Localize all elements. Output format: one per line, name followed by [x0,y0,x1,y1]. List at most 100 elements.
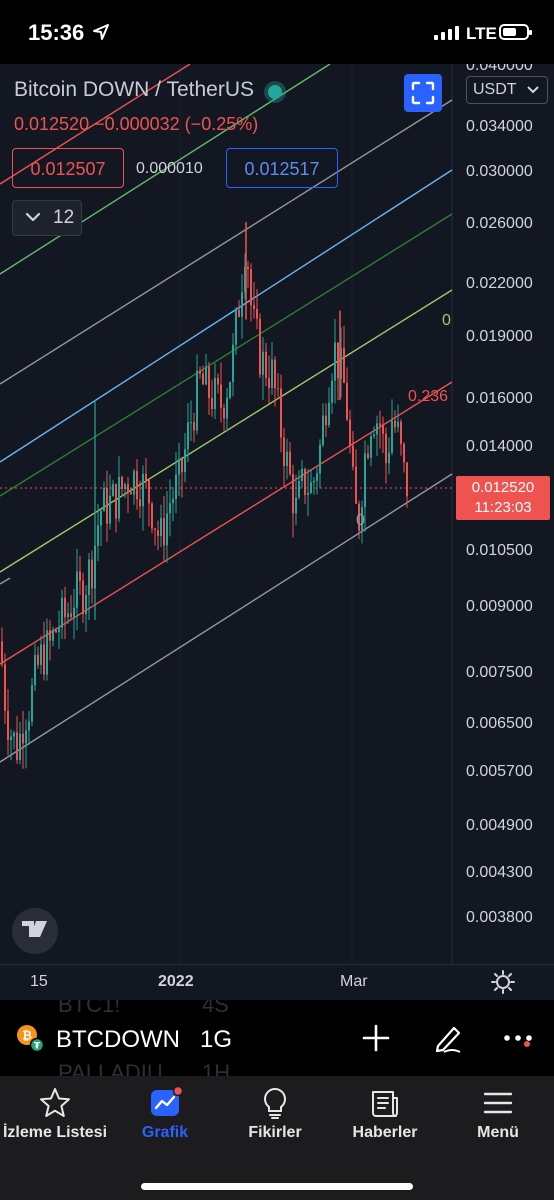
add-plus-icon[interactable] [360,1022,392,1054]
sell-price-button[interactable]: 0.012507 [12,148,124,188]
symbol-selector[interactable]: BTCDOWN [56,1026,178,1053]
price-axis-label: 0.022000 [466,275,533,293]
tab-label: Grafik [141,1124,189,1141]
candle-body [241,292,243,317]
candle-body [373,434,375,437]
candle-body [277,388,279,390]
candle-body [304,468,306,495]
candle-body [388,452,390,464]
candle-body [106,488,108,524]
currency-select[interactable]: USDT [466,76,548,104]
price-axis-label: 0.019000 [466,328,533,346]
candle-body [262,351,264,375]
fullscreen-button[interactable] [404,74,442,112]
chart-legend: Bitcoin DOWN / TetherUS [14,78,283,102]
candle-body [28,721,30,731]
candle-body [124,484,126,489]
spread-value: 0.000010 [136,160,203,177]
candle-body [37,654,39,665]
candle-body [334,342,336,381]
candle-body [52,630,54,641]
candle-body [331,380,333,403]
svg-text:₮: ₮ [34,1042,41,1052]
chart-settings-icon[interactable] [490,969,516,995]
candle-body [136,471,138,500]
candle-body [205,366,207,385]
candle-body [19,733,21,760]
indicator-count: 12 [53,207,75,228]
last-price-tag-value: 0.012520 [471,479,535,496]
candle-body [172,499,174,504]
candle-body [121,476,123,489]
price-chart[interactable] [0,64,554,964]
price-axis-label: 0.004900 [466,817,533,835]
candle-body [391,420,393,453]
price-axis-label: 0.034000 [466,118,533,135]
candle-body [133,471,135,495]
tab-label: Fikirler [248,1124,302,1141]
candle-body [286,451,288,466]
candle-countdown: 11:23:03 [474,499,532,516]
candle-body [22,733,24,744]
star-icon [40,1088,70,1117]
candle-body [145,473,147,481]
fib-channel-line [0,99,453,385]
candle-body [190,422,192,424]
candle-body [403,443,405,463]
last-price-tag: 0.012520 11:23:03 [456,476,550,520]
candle-body [235,309,237,345]
interval-selector[interactable]: 1G [200,1026,233,1053]
tab-watchlist[interactable]: İzleme Listesi [0,1086,110,1156]
candle-body [58,627,60,633]
scroll-ghost-interval: 1H [202,1060,231,1076]
news-icon [372,1091,398,1117]
candle-body [355,466,357,504]
tab-chart[interactable]: Grafik [110,1086,220,1156]
candle-body [109,495,111,524]
candle-body [88,559,90,595]
price-axis-label: 0.030000 [466,163,533,181]
candle-body [187,422,189,450]
price-axis-label: 0.010500 [466,542,533,560]
candle-body [289,451,291,475]
candle-body [253,305,255,309]
candle-body [268,378,270,388]
candle-body [223,407,225,419]
candle-body [367,453,369,458]
tab-ideas[interactable]: Fikirler [220,1086,330,1156]
candle-body [340,348,342,379]
candle-body [322,415,324,445]
clock: 15:36 [28,20,85,45]
candle-body [193,422,195,431]
candle-body [166,513,168,546]
time-axis-label: 2022 [158,973,194,990]
candle-body [280,388,282,438]
candle-body [178,458,180,475]
candle-body [94,545,96,589]
candle-body [61,597,63,628]
time-axis[interactable]: 15 2022 Mar [0,964,554,1000]
more-options-icon[interactable] [502,1022,534,1054]
tab-menu[interactable]: Menü [443,1086,553,1156]
candle-body [130,492,132,495]
price-change: −0.000032 (−0.25%) [94,114,259,134]
draw-pen-icon[interactable] [432,1022,464,1054]
candle-body [397,421,399,428]
candle-body [238,309,240,317]
candle-body [349,419,351,446]
chart-area[interactable]: Bitcoin DOWN / TetherUS 0.012520 −0.0000… [0,64,554,964]
candle-body [406,462,408,497]
candle-body [46,630,48,675]
buy-price-button[interactable]: 0.012517 [226,148,338,188]
candle-body [316,473,318,481]
candle-body [175,474,177,500]
price-axis-label: 0.003800 [466,909,533,926]
candle-body [211,397,213,410]
indicators-toggle-button[interactable]: 12 [12,200,82,236]
price-change-line: 0.012520 −0.000032 (−0.25%) [14,114,258,135]
candle-body [148,480,150,504]
candle-body [301,468,303,482]
tab-news[interactable]: Haberler [330,1086,440,1156]
price-axis-label: 0.014000 [466,438,533,456]
candle-body [103,488,105,511]
